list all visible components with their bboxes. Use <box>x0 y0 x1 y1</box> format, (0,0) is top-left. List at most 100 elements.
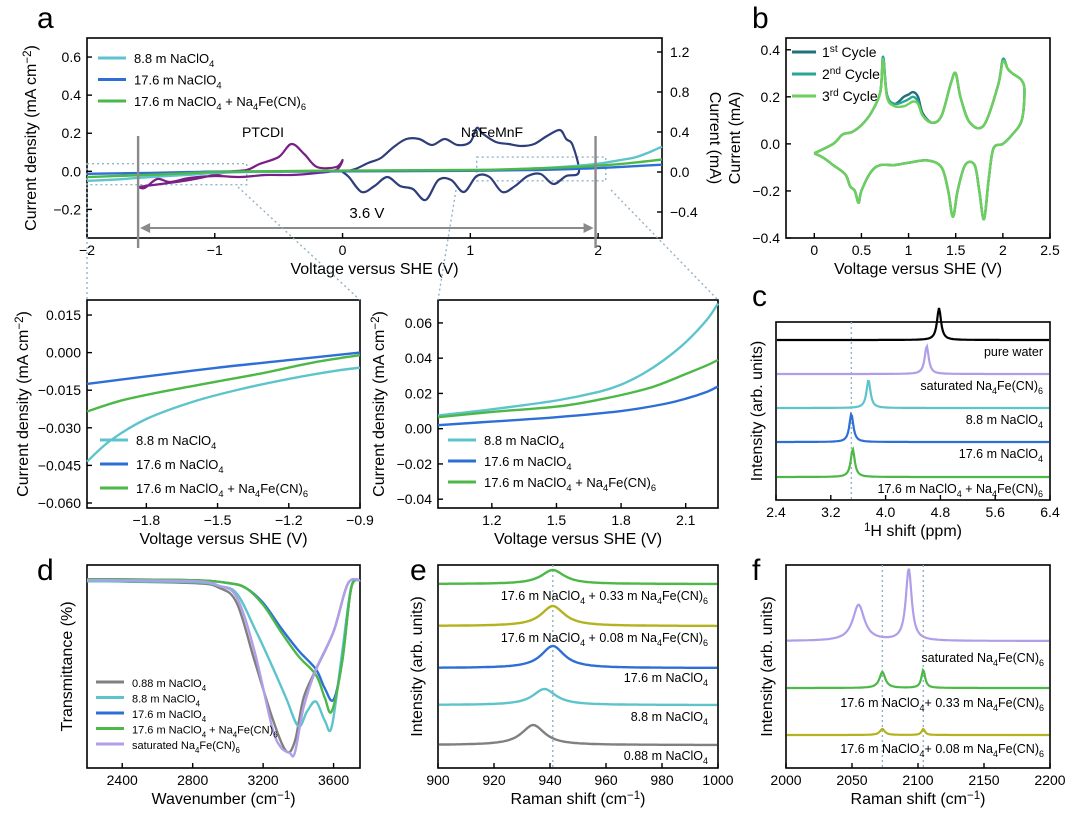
x-tick-label: 3200 <box>248 772 279 788</box>
x-tick-label: 920 <box>482 772 506 788</box>
x-tick-label: 0.5 <box>852 242 872 258</box>
axes-frame <box>775 321 1051 501</box>
spectrum-label: saturated Na4Fe(CN)6 <box>921 651 1044 668</box>
window-arrow-head-right <box>583 223 594 233</box>
raman-spectrum <box>787 727 1049 737</box>
nmr-spectrum <box>777 411 1049 444</box>
x-tick-label: 2.4 <box>766 504 786 520</box>
legend-label: 3rd Cycle <box>822 88 878 104</box>
spectrum-label: 17.6 m NaClO4 + 0.08 m Na4Fe(CN)6 <box>501 631 708 648</box>
legend-label: 8.8 m NaClO4 <box>484 433 564 451</box>
raman-spectrum <box>439 604 717 628</box>
legend-label: 8.8 m NaClO4 <box>132 694 201 709</box>
zoom-connector-lines <box>86 186 719 301</box>
raman-spectrum <box>787 667 1049 690</box>
y-tick-label: −0.045 <box>38 457 81 473</box>
x-axis-label: Voltage versus SHE (V) <box>139 531 307 548</box>
axes-frame <box>437 564 719 769</box>
ptcdi-label: PTCDI <box>242 124 284 140</box>
y-tick-label: −0.4 <box>752 230 780 246</box>
x-tick-label: 2100 <box>902 772 933 788</box>
legend-label: 8.8 m NaClO4 <box>136 433 216 451</box>
zoom-box-left <box>86 163 248 186</box>
ftir-spectrum <box>86 578 361 714</box>
y-tick-label: −0.2 <box>53 201 81 217</box>
x-tick-label: 1 <box>905 242 913 258</box>
nafemnf-label: NaFeMnF <box>461 124 523 140</box>
axes-frame <box>785 564 1051 769</box>
x-tick-label: 1.2 <box>482 512 502 528</box>
zoom-connector <box>610 189 719 301</box>
x-tick-label: 5.6 <box>985 504 1005 520</box>
lsv-line <box>86 366 361 463</box>
panel-a-right-inset: 1.2 1.5 1.8 2.1 −0.04 −0.02 0.00 0.02 0.04 0.06 Vo… <box>370 299 720 548</box>
panel-e: 900 920 940 960 980 1000 Raman shift (cm−1) Int… <box>409 564 734 808</box>
y-tick-label: 0.4 <box>761 42 781 58</box>
panel-letter-b: b <box>752 2 769 35</box>
y-tick-label: 0.015 <box>46 307 81 323</box>
lsv-line <box>86 351 361 386</box>
x-tick-label: 6.4 <box>1040 504 1060 520</box>
window-label: 3.6 V <box>349 205 384 222</box>
legend-label: 17.6 m NaClO4 + Na4Fe(CN)6 <box>134 94 306 112</box>
raman-spectrum <box>439 644 717 669</box>
legend-label: 17.6 m NaClO4 + Na4Fe(CN)6 <box>484 475 656 493</box>
zoom-connector <box>437 189 457 301</box>
y-tick-label: −0.015 <box>38 382 81 398</box>
spectrum-label: 0.88 m NaClO4 <box>624 749 708 766</box>
y-axis-label: Current density (mA cm−2) <box>22 45 40 231</box>
x-tick-label: 3.2 <box>821 504 841 520</box>
y-axis-label: Transmittance (%) <box>59 601 76 731</box>
x-tick-label: 2 <box>594 242 602 258</box>
raman-spectrum <box>438 723 717 747</box>
x-tick-label: 2200 <box>1034 772 1065 788</box>
spectrum-label: 8.8 m NaClO4 <box>966 413 1043 430</box>
cv-cycle-line <box>813 57 1026 221</box>
legend-label: 17.6 m NaClO4 + Na4Fe(CN)6 <box>136 481 308 499</box>
y-tick-label: 0.06 <box>405 315 432 331</box>
x-tick-label: 1.8 <box>611 512 631 528</box>
right-y-axis-label: Current (mA) <box>706 92 723 184</box>
x-tick-label: 3600 <box>318 772 349 788</box>
legend-label: 17.6 m NaClO4 <box>136 457 224 475</box>
nmr-spectrum <box>777 446 1049 479</box>
x-axis-label: Raman shift (cm−1) <box>851 790 986 808</box>
panel-a-left-inset: −1.8 −1.5 −1.2 −0.9 −0.060 −0.045 −0.030 −0.015… <box>14 299 374 548</box>
panel-a-main: −2 −1 0 1 2 −0.2 0.0 0.2 0.4 0.6 Voltage versus SH… <box>22 37 723 278</box>
nmr-spectrum <box>777 343 1049 376</box>
nmr-spectrum <box>777 379 1049 410</box>
x-tick-label: 0 <box>339 242 347 258</box>
y-tick-label: 0.00 <box>405 421 432 437</box>
right-y-tick-label: −0.4 <box>670 204 698 220</box>
x-tick-label: 2150 <box>968 772 999 788</box>
spectrum-label: pure water <box>984 345 1043 359</box>
y-tick-label: −0.060 <box>38 495 81 511</box>
x-tick-label: 940 <box>538 772 562 788</box>
y-tick-label: −0.2 <box>752 183 780 199</box>
y-axis-label: Current density (mA cm−2) <box>14 311 32 497</box>
panel-c: 2.4 3.2 4.0 4.8 5.6 6.4 1H shift (ppm) Intensit… <box>749 307 1060 540</box>
x-tick-label: 2000 <box>770 772 801 788</box>
x-tick-label: 0 <box>810 242 818 258</box>
spectrum-label: 17.6 m NaClO4 <box>624 671 708 688</box>
x-axis-label: Voltage versus SHE (V) <box>290 261 458 278</box>
lsv-line <box>437 385 719 427</box>
lsv-line <box>437 302 720 417</box>
x-tick-label: 2800 <box>177 772 208 788</box>
y-tick-label: 0.0 <box>761 136 781 152</box>
legend-label: 0.88 m NaClO4 <box>132 678 207 693</box>
x-tick-label: 1.5 <box>547 512 567 528</box>
cv-curve-nafemnf <box>341 126 581 202</box>
x-tick-label: 980 <box>650 772 674 788</box>
raman-spectrum <box>439 687 717 707</box>
x-axis-label: Wavenumber (cm−1) <box>151 790 295 808</box>
nmr-spectrum <box>777 307 1049 342</box>
x-tick-label: 1.5 <box>946 242 966 258</box>
x-tick-label: 4.8 <box>931 504 951 520</box>
legend-label: 1st Cycle <box>822 44 877 60</box>
y-tick-label: 0.02 <box>405 385 432 401</box>
ftir-spectrum <box>86 577 361 758</box>
axes-frame <box>437 299 719 509</box>
y-tick-label: −0.030 <box>38 420 81 436</box>
